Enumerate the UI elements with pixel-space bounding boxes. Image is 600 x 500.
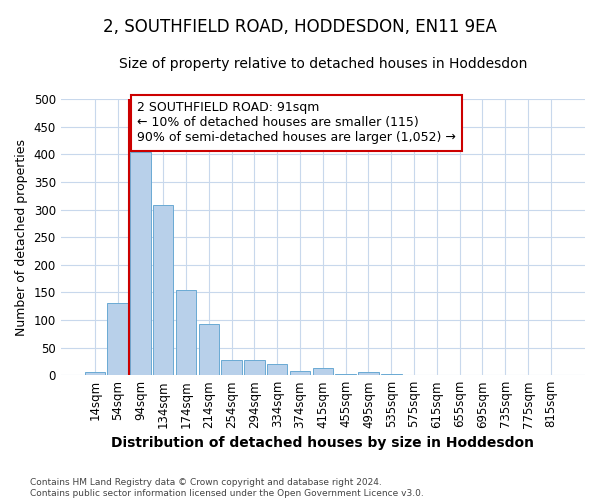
Bar (130, 152, 151, 375)
Bar (313, 368, 333, 375)
Bar (153, 205, 173, 375)
Y-axis label: Number of detached properties: Number of detached properties (15, 138, 28, 336)
Bar (221, 360, 242, 375)
Bar (176, 290, 196, 375)
Bar (199, 324, 219, 375)
Bar (404, 374, 424, 375)
Bar (381, 374, 401, 375)
Bar (427, 374, 447, 375)
Bar (335, 374, 356, 375)
Bar (267, 364, 287, 375)
Bar (290, 372, 310, 375)
Text: Contains HM Land Registry data © Crown copyright and database right 2024.
Contai: Contains HM Land Registry data © Crown c… (30, 478, 424, 498)
X-axis label: Distribution of detached houses by size in Hoddesdon: Distribution of detached houses by size … (112, 436, 535, 450)
Text: 2, SOUTHFIELD ROAD, HODDESDON, EN11 9EA: 2, SOUTHFIELD ROAD, HODDESDON, EN11 9EA (103, 18, 497, 36)
Bar (85, 372, 105, 375)
Bar (541, 374, 561, 375)
Bar (358, 372, 379, 375)
Text: 2 SOUTHFIELD ROAD: 91sqm
← 10% of detached houses are smaller (115)
90% of semi-: 2 SOUTHFIELD ROAD: 91sqm ← 10% of detach… (137, 102, 456, 144)
Bar (244, 360, 265, 375)
Bar (107, 304, 128, 375)
Bar (472, 374, 493, 375)
Title: Size of property relative to detached houses in Hoddesdon: Size of property relative to detached ho… (119, 58, 527, 71)
